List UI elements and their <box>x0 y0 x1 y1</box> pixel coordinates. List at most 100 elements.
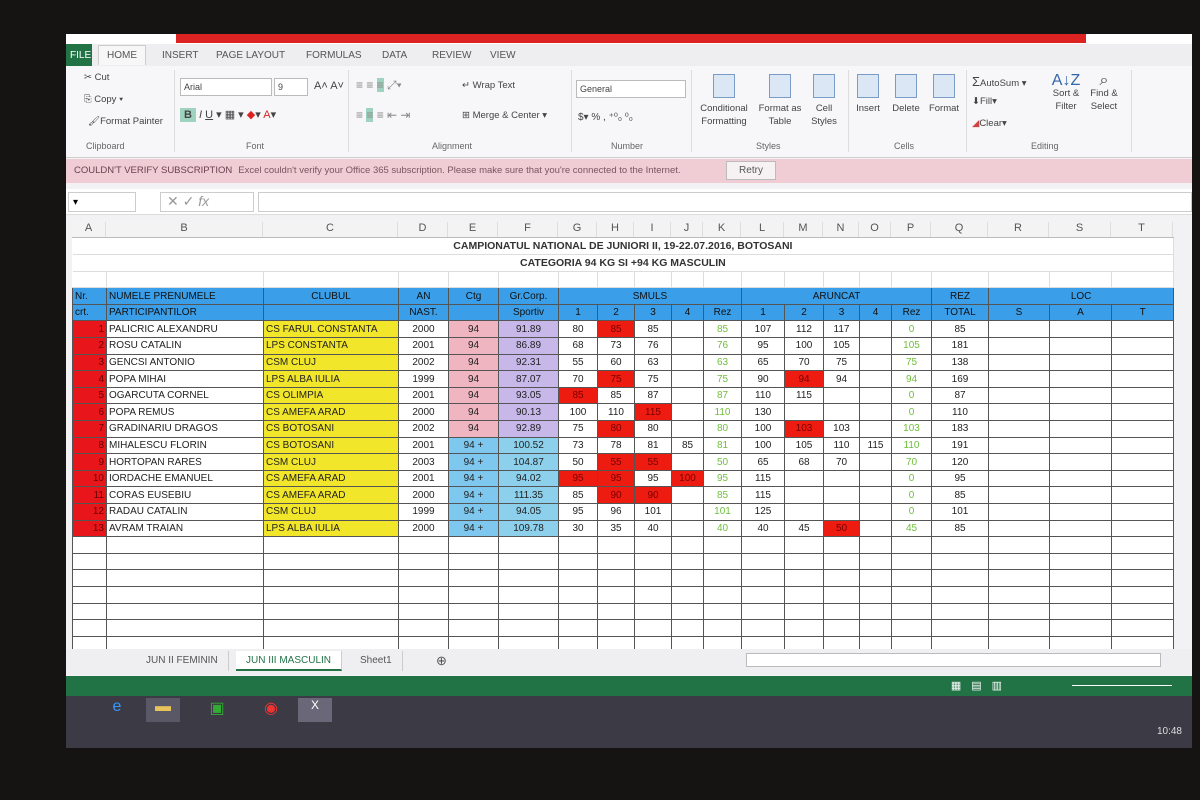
club-name[interactable]: CSM CLUJ <box>263 353 399 372</box>
athlete-name[interactable]: POPA REMUS <box>106 403 264 422</box>
empty-cell[interactable] <box>558 536 598 554</box>
empty-cell[interactable] <box>1111 271 1175 289</box>
cj-result[interactable]: 70 <box>891 453 932 471</box>
empty-cell[interactable] <box>859 536 892 554</box>
cj-attempt[interactable]: 40 <box>741 519 785 538</box>
place-cell[interactable] <box>988 386 1050 405</box>
place-cell[interactable] <box>988 486 1050 504</box>
empty-cell[interactable] <box>498 271 559 289</box>
cj-attempt[interactable] <box>859 453 892 471</box>
empty-cell[interactable] <box>823 585 860 604</box>
snatch-attempt[interactable]: 73 <box>558 436 598 455</box>
column-header-c[interactable]: C <box>263 222 398 237</box>
cj-attempt[interactable]: 100 <box>741 436 785 455</box>
cj-result[interactable]: 0 <box>891 486 932 504</box>
category[interactable]: 94 <box>448 386 499 405</box>
sort-filter-button[interactable]: A↓Z Sort & Filter <box>1046 73 1086 113</box>
copy-button[interactable]: ⎘ Copy ▾ <box>84 94 124 105</box>
header-attempt[interactable]: 4 <box>671 303 704 322</box>
empty-cell[interactable] <box>1110 602 1175 621</box>
header-place-col[interactable]: A <box>1049 303 1112 322</box>
total[interactable]: 87 <box>931 386 989 405</box>
total[interactable]: 183 <box>931 420 989 438</box>
empty-cell[interactable] <box>703 552 742 571</box>
place-cell[interactable] <box>1049 370 1112 388</box>
align-buttons[interactable]: ≡ ≡ ≡ ⤢▾ <box>356 78 402 92</box>
header-bodyweight2[interactable]: Sportiv <box>498 303 559 322</box>
snatch-attempt[interactable]: 85 <box>671 436 704 455</box>
athlete-name[interactable]: GENCSI ANTONIO <box>106 353 264 372</box>
snatch-attempt-failed[interactable]: 85 <box>558 386 598 405</box>
sheet-subtitle[interactable]: CATEGORIA 94 KG SI +94 KG MASCULIN <box>72 254 1175 272</box>
row-number[interactable]: 4 <box>72 370 107 388</box>
tab-review[interactable]: REVIEW <box>432 50 472 61</box>
empty-cell[interactable] <box>106 536 264 554</box>
club-name[interactable]: CS FARUL CONSTANTA <box>263 320 399 339</box>
total[interactable]: 101 <box>931 503 989 521</box>
empty-cell[interactable] <box>106 602 264 621</box>
place-cell[interactable] <box>1110 453 1175 471</box>
snatch-attempt[interactable]: 68 <box>558 337 598 355</box>
empty-cell[interactable] <box>1049 619 1112 637</box>
place-cell[interactable] <box>988 337 1050 355</box>
cj-attempt[interactable] <box>859 353 892 372</box>
bodyweight[interactable]: 93.05 <box>498 386 559 405</box>
birth-year[interactable]: 2000 <box>398 320 449 339</box>
empty-cell[interactable] <box>703 271 742 289</box>
category[interactable]: 94 + <box>448 436 499 455</box>
birth-year[interactable]: 2001 <box>398 436 449 455</box>
header-place-col[interactable]: T <box>1110 303 1175 322</box>
snatch-attempt[interactable]: 80 <box>634 420 672 438</box>
snatch-attempt[interactable]: 96 <box>597 503 635 521</box>
total[interactable]: 85 <box>931 486 989 504</box>
font-size-buttons[interactable]: A˄ A˅ <box>314 80 344 92</box>
empty-cell[interactable] <box>823 619 860 637</box>
snatch-attempt[interactable]: 80 <box>558 320 598 339</box>
cj-attempt[interactable]: 125 <box>741 503 785 521</box>
snatch-attempt[interactable]: 101 <box>634 503 672 521</box>
cj-attempt[interactable]: 65 <box>741 353 785 372</box>
font-name-select[interactable]: Arial <box>180 78 272 96</box>
snatch-result[interactable]: 80 <box>703 420 742 438</box>
empty-cell[interactable] <box>498 619 559 637</box>
snatch-attempt[interactable]: 110 <box>597 403 635 422</box>
empty-cell[interactable] <box>448 602 499 621</box>
place-cell[interactable] <box>988 503 1050 521</box>
cell-styles-button[interactable]: Cell Styles <box>802 74 846 128</box>
bodyweight[interactable]: 100.52 <box>498 436 559 455</box>
row-number[interactable]: 6 <box>72 403 107 422</box>
cj-result[interactable]: 75 <box>891 353 932 372</box>
cj-attempt[interactable]: 115 <box>859 436 892 455</box>
empty-cell[interactable] <box>823 552 860 571</box>
empty-cell[interactable] <box>931 552 989 571</box>
empty-cell[interactable] <box>931 619 989 637</box>
header-attempt[interactable]: 2 <box>597 303 635 322</box>
bodyweight[interactable]: 94.02 <box>498 469 559 488</box>
place-cell[interactable] <box>1049 320 1112 339</box>
category[interactable]: 94 <box>448 403 499 422</box>
empty-cell[interactable] <box>597 585 635 604</box>
empty-cell[interactable] <box>859 552 892 571</box>
row-number[interactable]: 3 <box>72 353 107 372</box>
snatch-attempt[interactable] <box>671 353 704 372</box>
header-club2[interactable] <box>263 303 399 322</box>
tab-insert[interactable]: INSERT <box>162 50 199 61</box>
place-cell[interactable] <box>988 353 1050 372</box>
empty-cell[interactable] <box>891 602 932 621</box>
row-number[interactable]: 7 <box>72 420 107 438</box>
place-cell[interactable] <box>1049 486 1112 504</box>
header-clean-jerk[interactable]: ARUNCAT <box>741 287 932 305</box>
birth-year[interactable]: 2001 <box>398 337 449 355</box>
place-cell[interactable] <box>988 519 1050 538</box>
total[interactable]: 85 <box>931 320 989 339</box>
empty-cell[interactable] <box>671 536 704 554</box>
cj-attempt[interactable]: 112 <box>784 320 824 339</box>
bodyweight[interactable]: 86.89 <box>498 337 559 355</box>
empty-cell[interactable] <box>634 271 672 289</box>
empty-cell[interactable] <box>741 602 785 621</box>
empty-cell[interactable] <box>784 602 824 621</box>
empty-cell[interactable] <box>597 271 635 289</box>
place-cell[interactable] <box>1049 403 1112 422</box>
total[interactable]: 191 <box>931 436 989 455</box>
cj-attempt[interactable] <box>859 519 892 538</box>
